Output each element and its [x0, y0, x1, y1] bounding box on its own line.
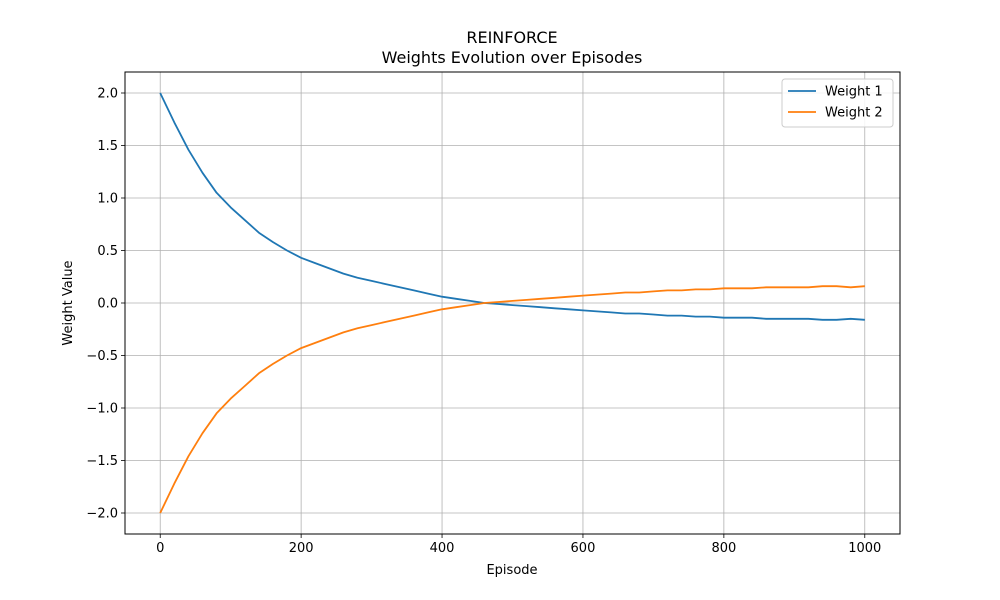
- legend-label: Weight 1: [825, 85, 883, 100]
- grid-lines: [125, 72, 900, 534]
- series-line-1: [159, 92, 865, 321]
- y-axis-label: Weight Value: [61, 260, 76, 345]
- x-tick-label: 200: [289, 541, 314, 556]
- x-tick-label: 800: [711, 541, 736, 556]
- y-tick-label: 0.5: [97, 244, 118, 259]
- y-tick-label: −1.5: [86, 454, 118, 469]
- x-tick-label: 1000: [848, 541, 881, 556]
- x-axis-label: Episode: [486, 563, 537, 578]
- y-tick-label: 1.0: [97, 192, 118, 207]
- legend-label: Weight 2: [825, 106, 883, 121]
- y-tick-label: −1.0: [86, 402, 118, 417]
- y-tick-label: −2.0: [86, 507, 118, 522]
- y-tick-label: −0.5: [86, 349, 118, 364]
- x-tick-label: 400: [430, 541, 455, 556]
- legend: Weight 1 Weight 2: [781, 78, 894, 128]
- series-line-2: [159, 285, 865, 514]
- x-tick-label: 0: [156, 541, 164, 556]
- chart-title: REINFORCE: [466, 28, 557, 47]
- y-axis-ticks: −2.0 −1.5 −1.0 −0.5 0.0 0.5 1.0 1.5 2.0: [86, 87, 125, 522]
- y-tick-label: 1.5: [97, 139, 118, 154]
- chart-subtitle: Weights Evolution over Episodes: [382, 48, 643, 67]
- x-tick-label: 600: [571, 541, 596, 556]
- y-tick-label: 2.0: [97, 87, 118, 102]
- y-tick-label: 0.0: [97, 297, 118, 312]
- x-axis-ticks: 0 200 400 600 800 1000: [156, 534, 881, 556]
- series-layer: [159, 92, 865, 514]
